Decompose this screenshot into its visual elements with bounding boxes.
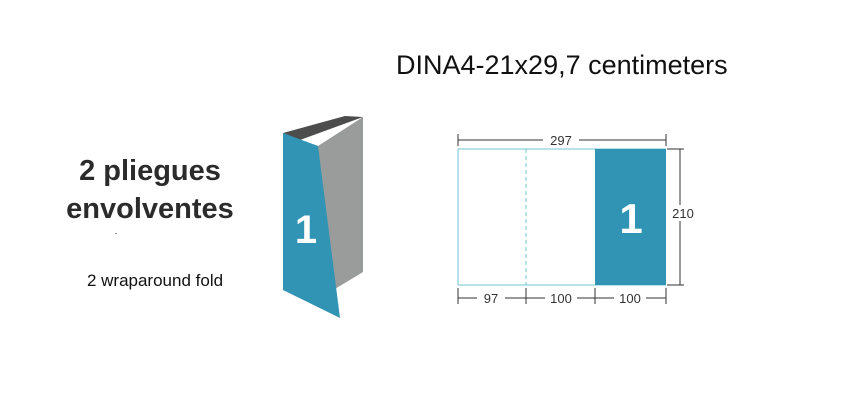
stray-dot — [115, 233, 117, 234]
top-dimension-label-bg — [543, 132, 579, 148]
title-line-2: envolventes — [66, 193, 234, 225]
panel-width-bg-3 — [614, 290, 646, 306]
total-width-label: 297 — [550, 133, 572, 148]
title-spanish: 2 pliegues envolventes — [30, 152, 270, 228]
brochure-top-dark — [283, 116, 363, 140]
title-line-1: 2 pliegues — [79, 155, 221, 187]
brochure-panel-number: 1 — [295, 208, 317, 252]
panel-width-2: 100 — [550, 291, 572, 306]
front-panel-number: 1 — [619, 195, 642, 242]
panel-width-1: 97 — [484, 291, 498, 306]
height-label-bg — [668, 205, 698, 221]
panel-width-3: 100 — [619, 291, 641, 306]
panel-width-bg-1 — [477, 290, 505, 306]
height-label: 210 — [672, 206, 694, 221]
front-panel — [595, 149, 666, 285]
subtitle-english: 2 wraparound fold — [86, 271, 224, 290]
format-label: DINA4-21x29,7 centimeters — [396, 50, 728, 80]
brochure-front-panel — [283, 133, 340, 318]
panel-width-bg-2 — [545, 290, 577, 306]
